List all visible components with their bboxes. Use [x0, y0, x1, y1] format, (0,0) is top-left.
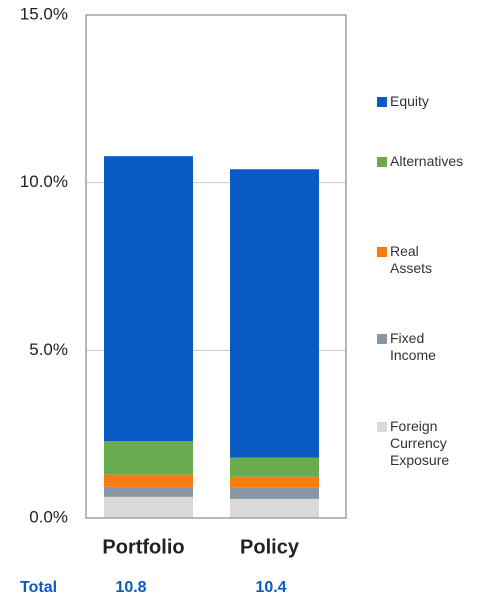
legend-label: Foreign Currency Exposure: [390, 418, 450, 468]
legend-swatch: [377, 422, 387, 432]
legend-label: Equity: [390, 93, 429, 109]
x-tick-label: Policy: [240, 536, 300, 558]
x-tick-label: Portfolio: [102, 536, 184, 558]
legend-item: Equity: [377, 93, 452, 110]
bar-segment: [104, 441, 193, 475]
legend-swatch: [377, 334, 387, 344]
total-label: Total: [20, 579, 57, 596]
legend-label: Fixed Income: [390, 330, 436, 363]
y-tick-label: 0.0%: [29, 507, 68, 526]
legend-label: Real Assets: [390, 243, 433, 276]
y-tick-label: 5.0%: [29, 340, 68, 359]
legend-item: Real Assets: [377, 243, 452, 277]
bar-segment: [104, 156, 193, 442]
y-tick-label: 15.0%: [20, 4, 68, 23]
total-value: 10.4: [255, 579, 286, 596]
legend-swatch: [377, 97, 387, 107]
bar-segment: [230, 457, 319, 477]
legend-item: Foreign Currency Exposure: [377, 418, 452, 469]
bar-segment: [104, 496, 193, 518]
bar-segment: [230, 498, 319, 518]
bar-segment: [230, 169, 319, 458]
bar-segment: [230, 487, 319, 499]
plot-border: [85, 14, 347, 519]
legend-swatch: [377, 247, 387, 257]
legend-label: Alternatives: [390, 153, 464, 169]
bar-segment: [104, 474, 193, 487]
legend-item: Fixed Income: [377, 330, 452, 364]
total-value: 10.8: [115, 579, 146, 596]
legend-swatch: [377, 157, 387, 167]
bar-segment: [104, 486, 193, 497]
legend-item: Alternatives: [377, 153, 464, 170]
bar-segment: [230, 476, 319, 488]
y-tick-label: 10.0%: [20, 172, 68, 191]
